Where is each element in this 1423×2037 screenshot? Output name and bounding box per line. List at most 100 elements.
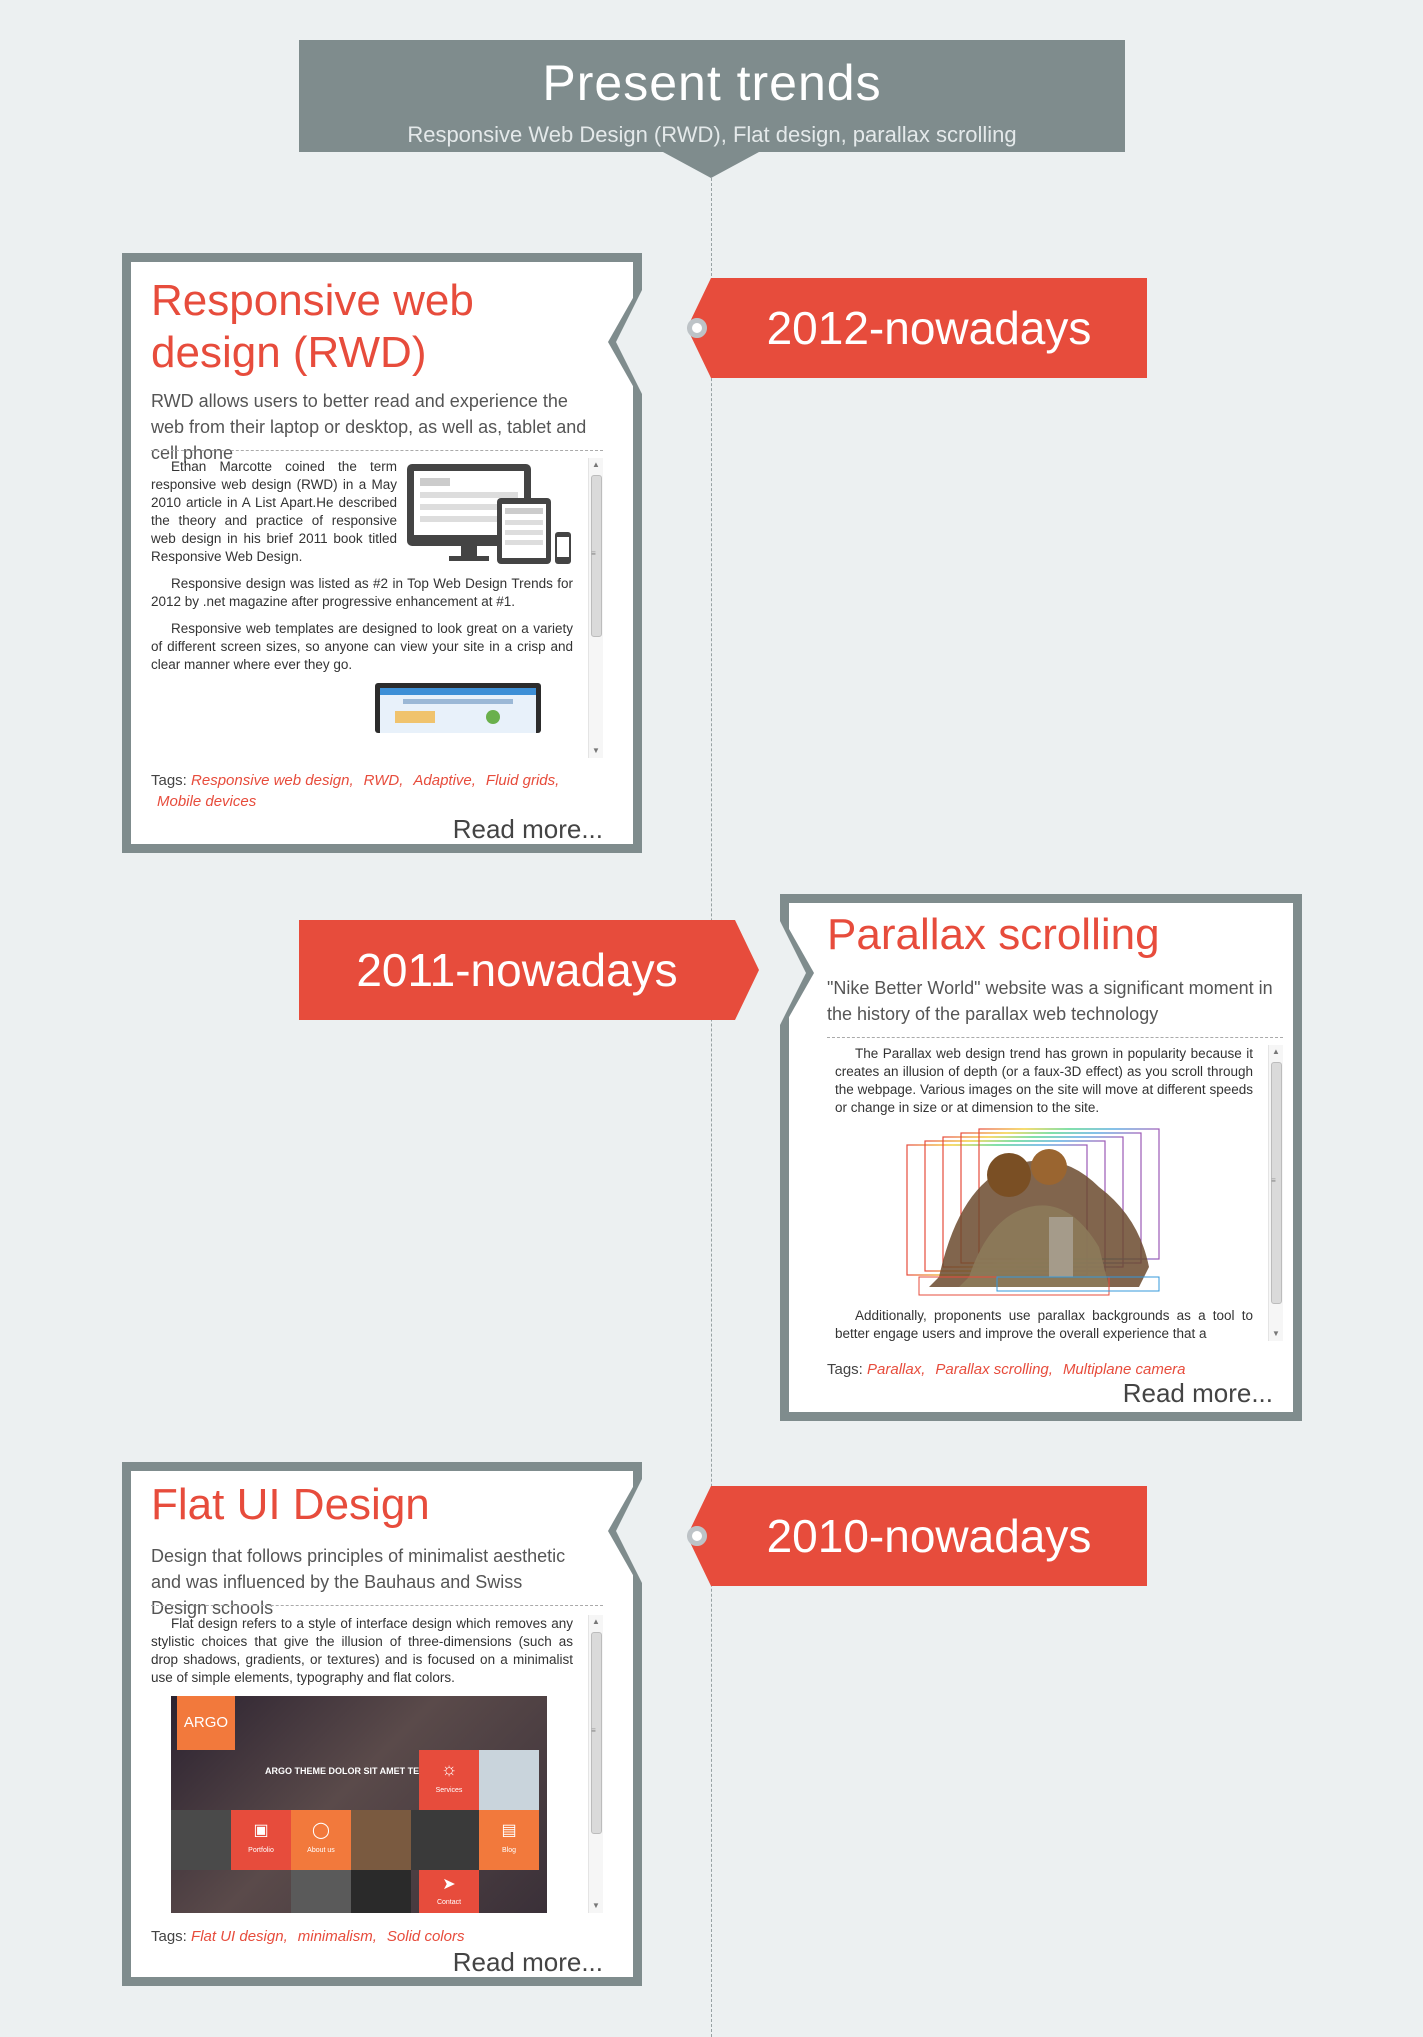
laptop-screenshot [375, 683, 541, 733]
tags-label: Tags: [151, 1928, 187, 1945]
rwd-paragraph-1: Ethan Marcotte coined the term responsiv… [151, 459, 397, 564]
tile-photo [411, 1810, 479, 1870]
tag-list: Tags: Flat UI design, minimalism, Solid co… [151, 1926, 603, 1947]
header-pointer [663, 152, 759, 178]
tag-link[interactable]: Parallax scrolling, [935, 1361, 1053, 1378]
tile-photo [479, 1750, 539, 1810]
scroll-thumb[interactable] [591, 475, 602, 637]
tile-services: ☼ Services [419, 1750, 479, 1810]
section-header: Present trends Responsive Web Design (RW… [299, 40, 1125, 152]
card-notch-inner [616, 290, 642, 394]
scrollbar[interactable]: ▲ ≡ ▼ [588, 458, 603, 758]
tile-photo [171, 1810, 231, 1870]
card-lead: Design that follows principles of minima… [151, 1546, 566, 1618]
scroll-thumb[interactable] [591, 1632, 602, 1834]
card-flat-ui: Flat UI Design Design that follows princ… [122, 1462, 642, 1986]
timeline-dot [737, 960, 757, 980]
card-title: Flat UI Design [151, 1480, 430, 1529]
tag-list: Tags: Responsive web design, RWD, Adaptive… [151, 770, 603, 812]
card-divider [151, 1605, 603, 1606]
flat-theme-screenshot: ARGO ARGO THEME DOLOR SIT AMET TELASDE ☼… [171, 1696, 547, 1913]
date-tag-rwd: 2012-nowadays [687, 278, 1147, 378]
tag-link[interactable]: Parallax, [867, 1361, 926, 1378]
scroll-down-icon[interactable]: ▼ [592, 746, 600, 755]
argo-logo: ARGO [177, 1696, 235, 1750]
read-more-link[interactable]: Read more... [452, 1947, 603, 1977]
tag-link[interactable]: RWD, [363, 772, 404, 789]
tag-link[interactable]: Flat UI design, [191, 1928, 288, 1945]
scrollbar[interactable]: ▲ ≡ ▼ [1268, 1045, 1283, 1341]
parallax-paragraph-1: The Parallax web design trend has grown … [835, 1046, 1253, 1115]
scroll-grip-icon: ≡ [591, 1726, 596, 1735]
card-divider [151, 450, 603, 451]
tag-link[interactable]: Multiplane camera [1062, 1361, 1186, 1378]
tag-link[interactable]: Adaptive, [413, 772, 476, 789]
card-scroll-content[interactable]: Ethan Marcotte coined the term responsiv… [151, 458, 603, 758]
tile-label: Services [435, 1787, 463, 1794]
send-icon: ➤ [442, 1876, 456, 1893]
theme-headline: ARGO THEME DOLOR SIT AMET TELASDE [265, 1766, 450, 1776]
scrollbar[interactable]: ▲ ≡ ▼ [588, 1615, 603, 1913]
card-lead: RWD allows users to better read and expe… [151, 391, 587, 463]
scroll-down-icon[interactable]: ▼ [592, 1901, 600, 1910]
scroll-grip-icon: ≡ [1271, 1176, 1276, 1185]
tile-contact: ➤ Contact [419, 1870, 479, 1913]
scroll-up-icon[interactable]: ▲ [592, 460, 600, 469]
date-label: 2011-nowadays [356, 944, 678, 996]
timeline-line [711, 158, 712, 2037]
tile-blog: ▤ Blog [479, 1810, 539, 1870]
tag-link[interactable]: Mobile devices [157, 793, 257, 810]
read-more-link[interactable]: Read more... [452, 814, 603, 844]
card-divider [827, 1037, 1283, 1038]
read-more-link[interactable]: Read more... [1122, 1378, 1273, 1408]
tile-portfolio: ▣ Portfolio [231, 1810, 291, 1870]
card-scroll-content[interactable]: The Parallax web design trend has grown … [835, 1045, 1283, 1341]
rwd-paragraph-3: Responsive web templates are designed to… [151, 621, 573, 672]
image-icon: ▣ [253, 1822, 269, 1839]
scroll-up-icon[interactable]: ▲ [592, 1617, 600, 1626]
tile-photo [291, 1870, 351, 1913]
parallax-paragraph-2: Additionally, proponents use parallax ba… [835, 1308, 1253, 1341]
tile-label: Portfolio [248, 1847, 274, 1854]
date-label: 2010-nowadays [766, 1510, 1092, 1562]
tags-label: Tags: [827, 1361, 863, 1378]
lightbulb-icon: ☼ [440, 1759, 458, 1779]
date-label: 2012-nowadays [766, 302, 1092, 354]
document-icon: ▤ [501, 1822, 517, 1839]
tag-link[interactable]: Solid colors [386, 1928, 465, 1945]
tag-link[interactable]: Fluid grids, [485, 772, 560, 789]
multiplane-illustration [906, 1128, 1160, 1296]
section-title: Present trends [542, 55, 882, 111]
scroll-down-icon[interactable]: ▼ [1272, 1329, 1280, 1338]
tile-label: Blog [501, 1847, 516, 1854]
scroll-grip-icon: ≡ [591, 549, 596, 558]
rwd-paragraph-2: Responsive design was listed as #2 in To… [151, 576, 573, 609]
tile-label: About us [307, 1847, 335, 1854]
tag-link[interactable]: Responsive web design, [191, 772, 354, 789]
card-notch-inner [616, 1479, 642, 1583]
scroll-up-icon[interactable]: ▲ [1272, 1047, 1280, 1056]
date-tag-flat: 2010-nowadays [687, 1486, 1147, 1586]
chat-icon: ◯ [312, 1822, 330, 1839]
card-parallax: Parallax scrolling "Nike Better World" w… [780, 894, 1302, 1421]
devices-illustration [407, 464, 571, 564]
card-scroll-content[interactable]: Flat design refers to a style of interfa… [151, 1615, 603, 1913]
tag-link[interactable]: minimalism, [297, 1928, 377, 1945]
card-title: Responsive web design (RWD) [151, 276, 474, 377]
tag-list: Tags: Parallax, Parallax scrolling, Multip… [827, 1359, 1283, 1380]
tile-label: Contact [436, 1899, 462, 1906]
tile-photo [351, 1810, 411, 1870]
card-rwd: Responsive web design (RWD) RWD allows u… [122, 253, 642, 853]
card-lead: "Nike Better World" website was a signif… [827, 978, 1273, 1024]
date-tag-parallax: 2011-nowadays [299, 920, 759, 1020]
tile-photo [351, 1870, 411, 1913]
tile-about: ◯ About us [291, 1810, 351, 1870]
timeline-dot [687, 1526, 707, 1546]
section-subtitle: Responsive Web Design (RWD), Flat design… [407, 122, 1017, 147]
card-title: Parallax scrolling [827, 910, 1160, 959]
card-notch-inner [780, 921, 806, 1025]
timeline-dot [687, 318, 707, 338]
flat-paragraph-1: Flat design refers to a style of interfa… [151, 1616, 573, 1685]
tags-label: Tags: [151, 772, 187, 789]
scroll-thumb[interactable] [1271, 1062, 1282, 1304]
